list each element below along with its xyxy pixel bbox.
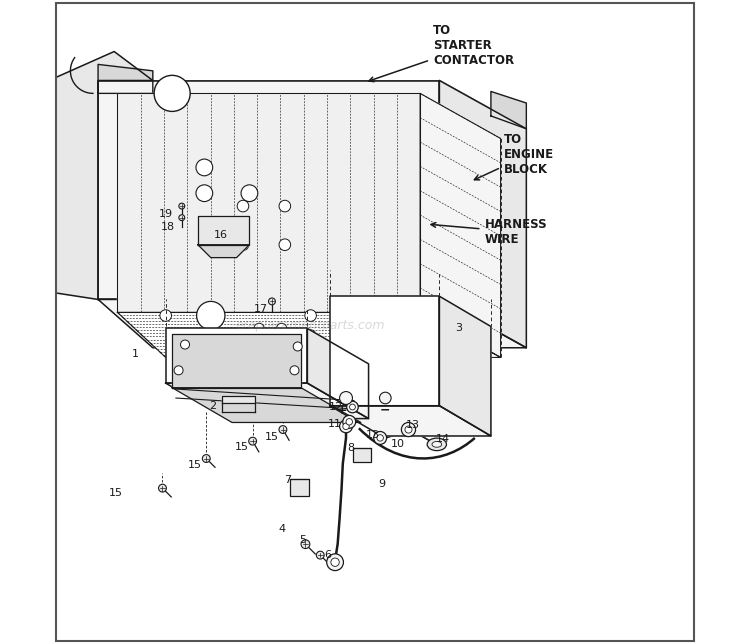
Text: 10: 10 xyxy=(391,439,404,450)
Circle shape xyxy=(279,426,286,433)
Circle shape xyxy=(380,392,391,404)
Polygon shape xyxy=(440,80,526,348)
Text: 9: 9 xyxy=(378,479,385,489)
Circle shape xyxy=(346,419,352,425)
Polygon shape xyxy=(172,334,301,388)
Polygon shape xyxy=(330,296,440,406)
Circle shape xyxy=(237,200,249,212)
Polygon shape xyxy=(166,328,308,383)
Text: 11: 11 xyxy=(328,419,341,429)
Text: 14: 14 xyxy=(436,434,450,444)
Circle shape xyxy=(301,540,310,549)
Circle shape xyxy=(178,203,184,209)
Text: 7: 7 xyxy=(284,475,292,485)
Circle shape xyxy=(249,437,256,445)
Text: 12: 12 xyxy=(329,402,344,412)
Circle shape xyxy=(382,348,394,360)
Circle shape xyxy=(279,239,291,251)
Polygon shape xyxy=(440,296,491,436)
Polygon shape xyxy=(198,245,250,258)
Polygon shape xyxy=(98,80,439,299)
Circle shape xyxy=(346,401,358,413)
Text: 4: 4 xyxy=(278,524,285,535)
Bar xyxy=(290,479,309,496)
Text: 13: 13 xyxy=(366,430,380,440)
Text: 2: 2 xyxy=(209,401,216,411)
Circle shape xyxy=(202,455,210,462)
Polygon shape xyxy=(198,216,250,245)
Polygon shape xyxy=(166,383,368,419)
Circle shape xyxy=(293,342,302,351)
Polygon shape xyxy=(56,52,153,299)
Text: 6: 6 xyxy=(325,550,332,560)
Text: 16: 16 xyxy=(214,230,227,240)
Circle shape xyxy=(377,435,383,441)
Circle shape xyxy=(181,340,190,349)
Circle shape xyxy=(237,239,249,251)
Circle shape xyxy=(338,333,348,343)
Polygon shape xyxy=(222,396,254,402)
Circle shape xyxy=(327,554,344,571)
Text: ereplacementparts.com: ereplacementparts.com xyxy=(236,319,386,332)
Text: 8: 8 xyxy=(347,442,355,453)
Circle shape xyxy=(343,415,355,428)
Circle shape xyxy=(290,366,299,375)
Text: 15: 15 xyxy=(235,442,249,452)
Text: 3: 3 xyxy=(455,323,462,334)
Circle shape xyxy=(401,422,416,437)
Text: TO
STARTER
CONTACTOR: TO STARTER CONTACTOR xyxy=(369,24,514,82)
Polygon shape xyxy=(172,388,361,422)
Circle shape xyxy=(196,159,213,176)
Circle shape xyxy=(277,323,286,334)
Text: −: − xyxy=(380,404,391,417)
Polygon shape xyxy=(420,93,500,357)
Circle shape xyxy=(174,366,183,375)
Ellipse shape xyxy=(432,442,442,448)
Circle shape xyxy=(304,310,316,321)
Circle shape xyxy=(340,420,352,433)
Circle shape xyxy=(405,426,412,433)
Text: TO
ENGINE
BLOCK: TO ENGINE BLOCK xyxy=(475,133,554,180)
Circle shape xyxy=(154,75,190,111)
Circle shape xyxy=(196,185,213,202)
Circle shape xyxy=(268,298,275,305)
Polygon shape xyxy=(118,93,420,312)
Circle shape xyxy=(241,185,258,202)
Text: HARNESS
WIRE: HARNESS WIRE xyxy=(431,218,547,246)
Circle shape xyxy=(160,310,172,321)
Text: 18: 18 xyxy=(161,222,176,232)
Circle shape xyxy=(196,301,225,330)
Circle shape xyxy=(374,431,386,444)
Circle shape xyxy=(158,484,166,492)
Polygon shape xyxy=(491,91,526,129)
Text: 17: 17 xyxy=(254,304,268,314)
Polygon shape xyxy=(308,328,368,419)
Polygon shape xyxy=(98,299,526,348)
Circle shape xyxy=(178,214,184,221)
Bar xyxy=(353,448,371,462)
Circle shape xyxy=(350,404,355,410)
Circle shape xyxy=(305,330,316,340)
Text: +: + xyxy=(336,404,346,417)
Circle shape xyxy=(316,551,324,559)
Text: 13: 13 xyxy=(405,420,419,430)
Circle shape xyxy=(279,200,291,212)
Text: 1: 1 xyxy=(132,349,139,359)
Ellipse shape xyxy=(427,438,446,451)
Polygon shape xyxy=(118,312,500,357)
Text: 15: 15 xyxy=(188,460,202,470)
Polygon shape xyxy=(330,406,491,436)
Text: 19: 19 xyxy=(159,209,173,219)
Text: 5: 5 xyxy=(299,535,306,545)
Polygon shape xyxy=(98,64,153,93)
Circle shape xyxy=(343,423,350,430)
Circle shape xyxy=(331,558,339,567)
Circle shape xyxy=(340,392,352,404)
Circle shape xyxy=(254,323,264,334)
Text: 15: 15 xyxy=(265,431,279,442)
Text: 15: 15 xyxy=(109,488,123,498)
